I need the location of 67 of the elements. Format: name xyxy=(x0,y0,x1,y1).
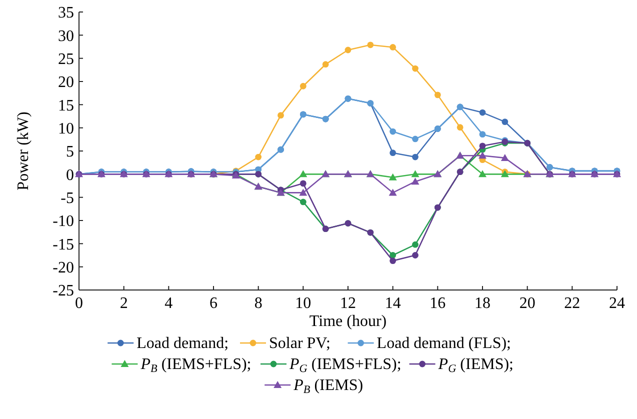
point xyxy=(479,131,486,138)
x-tick-label: 16 xyxy=(430,295,446,312)
y-axis-title: Power (kW) xyxy=(15,112,32,190)
point xyxy=(412,154,418,160)
x-tick-label: 22 xyxy=(564,295,580,312)
point xyxy=(255,154,262,160)
point xyxy=(412,241,418,248)
y-tick-label: -25 xyxy=(52,282,74,300)
point xyxy=(412,252,418,258)
y-tick-label: 15 xyxy=(58,97,74,114)
y-tick-label: 20 xyxy=(58,74,74,92)
x-tick-label: 24 xyxy=(609,295,625,312)
point xyxy=(434,92,441,98)
point xyxy=(390,128,396,135)
point xyxy=(390,252,396,258)
x-tick-label: 6 xyxy=(210,295,218,312)
y-tick-label: -5 xyxy=(60,190,74,207)
point xyxy=(390,150,396,156)
x-tick-label: 4 xyxy=(164,295,173,312)
point xyxy=(344,46,352,54)
point xyxy=(299,188,308,196)
legend-label: Load demand; xyxy=(136,335,229,352)
point xyxy=(367,42,374,48)
point xyxy=(412,65,418,72)
y-tick-label: 30 xyxy=(58,28,74,45)
x-tick-label: 14 xyxy=(384,295,401,312)
point xyxy=(300,198,306,206)
x-tick-label: 2 xyxy=(120,295,128,312)
y-tick-label: -20 xyxy=(52,259,74,276)
legend-label: P$_{B}$ (IEMS+FLS); xyxy=(140,356,252,376)
x-tick-label: 20 xyxy=(519,295,536,312)
point xyxy=(300,82,306,90)
legend-label: Load demand (FLS); xyxy=(376,335,512,352)
point xyxy=(479,109,486,116)
point xyxy=(456,124,464,131)
point xyxy=(412,136,418,142)
x-tick-label: 10 xyxy=(295,295,312,312)
point xyxy=(278,112,284,119)
point xyxy=(411,170,420,178)
legend-label: P$_{G}$ (IEMS+FLS); xyxy=(288,356,402,376)
point xyxy=(478,152,486,159)
point xyxy=(502,118,508,126)
point xyxy=(500,154,509,161)
point xyxy=(300,180,306,187)
point xyxy=(388,173,397,180)
y-tick-label: -15 xyxy=(52,236,74,254)
point xyxy=(322,61,329,68)
point xyxy=(479,142,486,150)
y-tick-label: 35 xyxy=(58,4,74,22)
point xyxy=(299,170,308,178)
x-tick-label: 8 xyxy=(254,295,262,312)
x-tick-label: 12 xyxy=(340,295,356,312)
point xyxy=(388,188,397,196)
x-axis-title: Time (hour) xyxy=(309,313,387,330)
point xyxy=(390,44,396,50)
point xyxy=(390,258,396,264)
legend-label: P$_{B}$ (IEMS) xyxy=(292,377,364,396)
x-tick-label: 18 xyxy=(474,295,490,312)
y-tick-label: 5 xyxy=(66,144,74,161)
legend-label: Solar PV; xyxy=(269,335,330,352)
point xyxy=(411,178,420,185)
legend-label: P$_{G}$ (IEMS); xyxy=(437,356,514,376)
point xyxy=(478,170,486,178)
y-tick-label: 25 xyxy=(58,50,74,68)
y-tick-label: -10 xyxy=(52,213,74,230)
y-tick-label: 0 xyxy=(66,166,74,184)
y-tick-label: 10 xyxy=(58,120,74,138)
